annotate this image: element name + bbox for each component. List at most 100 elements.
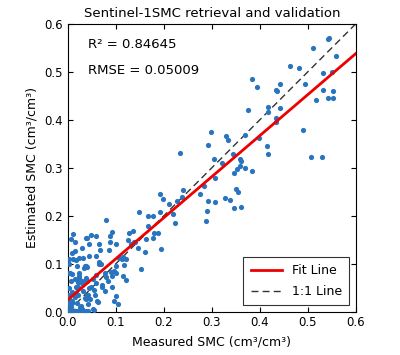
Point	[76, 308, 83, 314]
Point	[75, 273, 82, 279]
Point	[68, 308, 74, 314]
Point	[69, 301, 75, 306]
Point	[86, 253, 92, 259]
Point	[113, 293, 120, 299]
Point	[320, 70, 326, 76]
Point	[84, 301, 91, 307]
Point	[81, 265, 88, 271]
Point	[325, 36, 332, 42]
Point	[86, 285, 92, 291]
Point	[78, 308, 84, 314]
Point	[77, 308, 83, 314]
Point	[92, 280, 99, 285]
Point	[276, 105, 283, 111]
Point	[238, 158, 244, 163]
Point	[113, 263, 119, 269]
Point	[109, 284, 115, 290]
Point	[83, 275, 89, 281]
Point	[319, 154, 325, 160]
Point	[119, 256, 126, 262]
Point	[180, 187, 186, 192]
Point	[90, 306, 96, 312]
Point	[166, 202, 172, 207]
Point	[72, 295, 78, 300]
Point	[227, 197, 234, 203]
Point	[254, 84, 260, 89]
Point	[310, 45, 316, 51]
Point	[130, 228, 136, 234]
Point	[72, 308, 79, 314]
Point	[212, 200, 218, 205]
Point	[94, 298, 100, 304]
Point	[273, 87, 280, 93]
Point	[70, 231, 76, 237]
Point	[71, 308, 78, 314]
Point	[76, 270, 82, 275]
Point	[66, 257, 72, 262]
Point	[69, 271, 75, 276]
Point	[88, 285, 94, 290]
Point	[84, 264, 90, 270]
Point	[265, 104, 272, 110]
X-axis label: Measured SMC (cm³/cm³): Measured SMC (cm³/cm³)	[132, 335, 291, 348]
Point	[78, 245, 85, 251]
Point	[66, 261, 72, 267]
Point	[87, 296, 94, 301]
Point	[83, 277, 89, 283]
Point	[84, 235, 91, 241]
Point	[77, 304, 83, 310]
Point	[82, 308, 89, 314]
Point	[77, 308, 84, 314]
Point	[93, 272, 100, 278]
Point	[160, 196, 167, 202]
Point	[83, 292, 90, 298]
Point	[97, 247, 104, 253]
Point	[96, 261, 102, 267]
Point	[111, 268, 118, 274]
Point	[65, 308, 72, 314]
Point	[150, 213, 156, 219]
Point	[67, 308, 74, 314]
Point	[222, 196, 228, 201]
Point	[98, 261, 105, 267]
Point	[114, 301, 121, 307]
Point	[74, 285, 80, 291]
Point	[65, 308, 72, 313]
Point	[157, 191, 164, 197]
Point	[177, 150, 184, 156]
Point	[110, 298, 117, 304]
Point	[277, 81, 283, 87]
Point	[157, 209, 164, 215]
Point	[75, 308, 81, 314]
Point	[103, 274, 109, 280]
Point	[93, 253, 99, 259]
Point	[211, 175, 218, 181]
Point	[80, 256, 86, 261]
Point	[66, 308, 72, 314]
Point	[74, 263, 80, 269]
Point	[245, 107, 251, 113]
Point	[68, 305, 74, 310]
Point	[131, 239, 138, 244]
Point	[211, 156, 217, 162]
Point	[91, 287, 97, 293]
Point	[328, 70, 335, 75]
Point	[204, 208, 210, 214]
Point	[116, 255, 122, 261]
Point	[93, 233, 99, 239]
Point	[233, 186, 240, 192]
Point	[72, 248, 78, 254]
Point	[234, 189, 241, 195]
Point	[67, 270, 74, 276]
Point	[207, 129, 214, 135]
Point	[170, 211, 176, 217]
Text: RMSE = 0.05009: RMSE = 0.05009	[88, 64, 199, 77]
Point	[76, 255, 82, 261]
Point	[265, 109, 272, 115]
Point	[109, 273, 116, 279]
Point	[157, 246, 164, 252]
Point	[96, 260, 102, 265]
Point	[223, 133, 229, 139]
Point	[108, 269, 114, 275]
Point	[230, 151, 236, 157]
